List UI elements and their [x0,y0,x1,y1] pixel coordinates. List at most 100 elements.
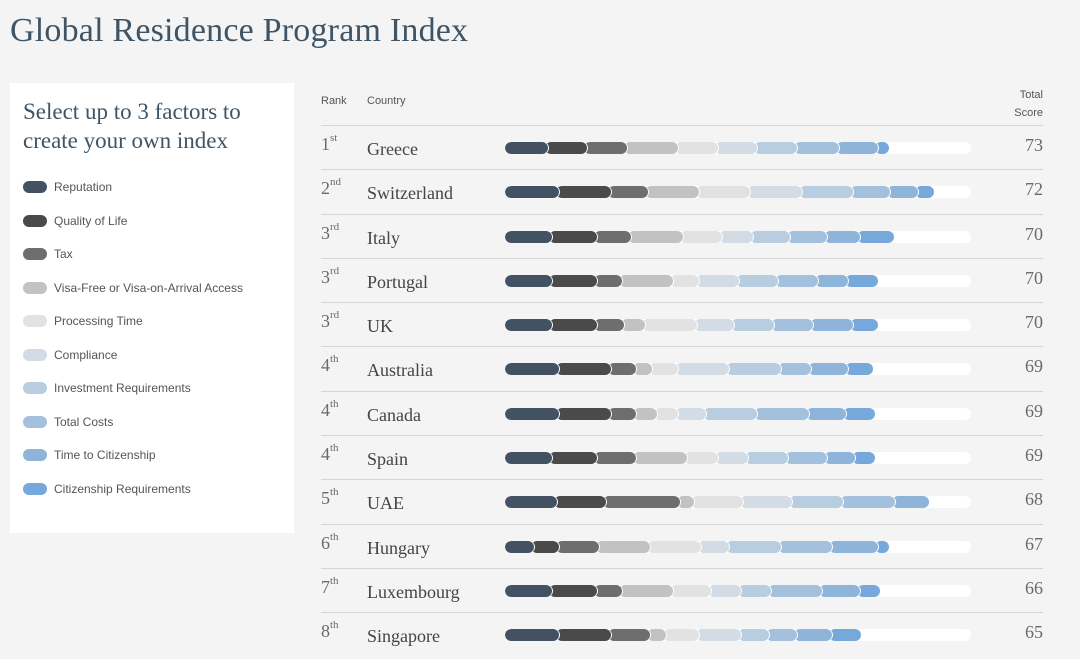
score-segment[interactable] [679,230,723,243]
score-segment[interactable] [744,452,788,465]
score-segment[interactable] [747,186,802,199]
score-segment[interactable] [828,540,879,553]
score-segment[interactable] [593,584,623,597]
score-segment[interactable] [849,319,878,332]
factor-item[interactable]: Citizenship Requirements [23,482,243,516]
score-segment[interactable] [875,540,890,553]
score-segment[interactable] [696,274,739,287]
score-segment[interactable] [698,540,730,553]
score-segment[interactable] [737,629,769,642]
score-segment[interactable] [647,629,667,642]
factor-item[interactable]: Quality of Life [23,214,243,248]
score-segment[interactable] [696,186,751,199]
score-segment[interactable] [805,407,846,420]
score-segment[interactable] [649,363,679,376]
score-segment[interactable] [505,496,557,509]
score-segment[interactable] [593,319,625,332]
score-segment[interactable] [754,142,797,154]
score-segment[interactable] [633,407,658,420]
score-bar[interactable] [505,142,890,154]
score-segment[interactable] [505,230,553,243]
score-segment[interactable] [840,496,895,509]
score-bar[interactable] [505,230,895,243]
score-bar[interactable] [505,407,876,420]
score-bar[interactable] [505,540,890,553]
score-segment[interactable] [654,407,679,420]
score-segment[interactable] [768,584,823,597]
table-row[interactable]: 4th Australia 69 [321,346,1043,390]
score-segment[interactable] [726,540,781,553]
score-segment[interactable] [845,363,874,376]
score-segment[interactable] [633,452,688,465]
score-segment[interactable] [684,452,718,465]
score-segment[interactable] [784,452,828,465]
score-segment[interactable] [856,584,881,597]
table-row[interactable]: 3rd UK 70 [321,302,1043,346]
score-bar[interactable] [505,186,934,199]
score-segment[interactable] [556,186,611,199]
score-segment[interactable] [549,452,597,465]
score-segment[interactable] [642,319,697,332]
score-segment[interactable] [675,142,718,154]
score-segment[interactable] [914,186,934,199]
score-segment[interactable] [619,584,674,597]
score-segment[interactable] [824,452,856,465]
score-segment[interactable] [875,142,890,154]
score-segment[interactable] [770,319,814,332]
score-segment[interactable] [556,629,611,642]
score-segment[interactable] [693,319,734,332]
score-segment[interactable] [607,186,648,199]
score-segment[interactable] [505,142,548,154]
score-segment[interactable] [544,142,588,154]
score-segment[interactable] [828,629,862,642]
table-row[interactable]: 6th Hungary 67 [321,523,1043,568]
score-segment[interactable] [593,274,623,287]
table-row[interactable]: 8th Singapore 65 [321,612,1043,656]
score-segment[interactable] [556,540,599,553]
score-bar[interactable] [505,452,876,465]
score-segment[interactable] [777,540,832,553]
score-bar[interactable] [505,629,862,642]
table-row[interactable]: 3rd Italy 70 [321,213,1043,258]
score-segment[interactable] [607,407,637,420]
score-segment[interactable] [505,584,553,597]
factor-item[interactable]: Compliance [23,348,243,382]
score-segment[interactable] [707,584,741,597]
score-segment[interactable] [644,186,700,199]
score-segment[interactable] [549,319,597,332]
score-segment[interactable] [737,584,772,597]
score-segment[interactable] [835,142,879,154]
score-segment[interactable] [633,363,653,376]
score-segment[interactable] [730,319,774,332]
score-segment[interactable] [670,584,711,597]
score-segment[interactable] [798,186,853,199]
score-segment[interactable] [810,319,853,332]
score-segment[interactable] [607,363,637,376]
score-segment[interactable] [670,274,700,287]
score-segment[interactable] [714,452,748,465]
score-segment[interactable] [845,274,878,287]
score-segment[interactable] [505,274,553,287]
score-segment[interactable] [789,496,844,509]
score-segment[interactable] [556,363,611,376]
score-segment[interactable] [593,230,632,243]
factor-item[interactable]: Visa-Free or Visa-on-Arrival Access [23,281,243,315]
score-segment[interactable] [719,230,753,243]
score-segment[interactable] [505,540,534,553]
score-segment[interactable] [607,629,651,642]
score-segment[interactable] [793,629,832,642]
score-segment[interactable] [887,186,918,199]
factor-item[interactable]: Processing Time [23,314,243,348]
score-segment[interactable] [852,452,876,465]
score-bar[interactable] [505,584,881,597]
score-segment[interactable] [677,496,695,509]
score-segment[interactable] [786,230,828,243]
score-segment[interactable] [595,540,651,553]
table-row[interactable]: 1st Greece 73 [321,125,1043,169]
table-row[interactable]: 5th UAE 68 [321,479,1043,523]
score-segment[interactable] [602,496,681,509]
score-segment[interactable] [824,230,860,243]
score-segment[interactable] [505,452,553,465]
table-row[interactable]: 7th Luxembourg 66 [321,567,1043,612]
score-segment[interactable] [549,230,597,243]
